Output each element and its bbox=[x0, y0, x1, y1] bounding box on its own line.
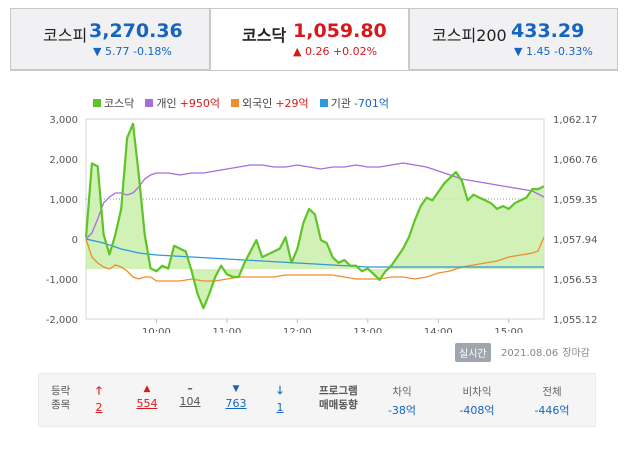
left-tick-label: 3,000 bbox=[49, 115, 78, 126]
index-tabs: 코스피 3,270.36 ▼ 5.77 -0.18% 코스닥 1,059.80 … bbox=[10, 8, 618, 71]
breadth-limit-down-value: 1 bbox=[276, 401, 284, 414]
program-arbitrage-label: 차익 bbox=[392, 386, 412, 398]
tab-kospi-change: ▼ 5.77 -0.18% bbox=[93, 45, 172, 58]
program-label-bottom: 매매동향 bbox=[319, 399, 358, 411]
timestamp: 2021.08.06 장마감 bbox=[501, 344, 590, 359]
down-triangle-icon: ▼ bbox=[232, 384, 240, 394]
up-triangle-icon: ▲ bbox=[143, 384, 151, 394]
tab-kospi-name: 코스피 bbox=[43, 26, 88, 45]
down-triangle-icon: ▼ bbox=[514, 45, 523, 58]
right-tick-label: 1,059.35 bbox=[553, 195, 598, 206]
tab-kosdaq[interactable]: 코스닥 1,059.80 ▲ 0.26 +0.02% bbox=[210, 8, 409, 70]
program-arbitrage: 차익 -38억 bbox=[382, 384, 422, 418]
tab-kospi-value: 3,270.36 bbox=[89, 20, 183, 42]
legend-foreign-value: +29억 bbox=[275, 97, 309, 110]
chart-legend: 코스닥 개인 +950억 외국인 +29억 기관 -701억 bbox=[93, 95, 389, 111]
legend-institution-label: 기관 bbox=[330, 97, 351, 110]
legend-individual-value: +950억 bbox=[179, 97, 220, 110]
breadth-up[interactable]: ▲ 554 bbox=[132, 382, 162, 410]
flat-icon: – bbox=[187, 382, 193, 395]
limit-down-icon: 🡓 bbox=[277, 384, 283, 397]
tab-kospi[interactable]: 코스피 3,270.36 ▼ 5.77 -0.18% bbox=[10, 8, 210, 70]
breadth-down-value: 763 bbox=[225, 397, 247, 410]
right-tick-label: 1,062.17 bbox=[553, 115, 598, 126]
left-tick-label: 1,000 bbox=[49, 195, 78, 206]
legend-foreign-label: 외국인 bbox=[241, 97, 273, 110]
breadth-limit-up-value: 2 bbox=[95, 401, 103, 414]
breadth-limit-down[interactable]: 🡓 1 bbox=[268, 382, 292, 414]
left-tick-label: 2,000 bbox=[49, 155, 78, 166]
down-triangle-icon: ▼ bbox=[93, 45, 102, 58]
legend-institution-value: -701억 bbox=[353, 97, 390, 110]
tab-kospi200[interactable]: 코스피200 433.29 ▼ 1.45 -0.33% bbox=[409, 8, 618, 70]
breadth-label: 등락 종목 bbox=[51, 384, 70, 412]
program-arbitrage-value: -38억 bbox=[387, 404, 417, 417]
breadth-label-bottom: 종목 bbox=[51, 399, 71, 411]
timestamp-status: 장마감 bbox=[562, 348, 590, 359]
individual-line bbox=[85, 162, 545, 240]
breadth-down[interactable]: ▼ 763 bbox=[221, 382, 251, 410]
tab-kosdaq-value: 1,059.80 bbox=[293, 20, 387, 42]
legend-individual-swatch bbox=[145, 99, 154, 107]
tab-kosdaq-change-value: 0.26 bbox=[304, 45, 330, 58]
right-tick-label: 1,057.94 bbox=[553, 235, 598, 246]
left-tick-label: -1,000 bbox=[46, 275, 78, 286]
foreign-line bbox=[85, 236, 545, 282]
up-triangle-icon: ▲ bbox=[293, 45, 302, 58]
tab-kospi-change-value: 5.77 bbox=[104, 45, 130, 58]
legend-index[interactable]: 코스닥 bbox=[93, 95, 134, 111]
breadth-flat[interactable]: – 104 bbox=[175, 382, 205, 408]
program-nonarbitrage-label: 비차익 bbox=[462, 386, 492, 398]
x-tick-label: 10:00 bbox=[142, 327, 171, 333]
legend-index-label: 코스닥 bbox=[104, 97, 135, 110]
x-tick-label: 15:00 bbox=[494, 327, 523, 333]
tab-kospi200-change-pct: -0.33% bbox=[553, 45, 593, 58]
tab-kospi200-value: 433.29 bbox=[511, 20, 585, 42]
breadth-up-value: 554 bbox=[136, 397, 158, 410]
x-tick-label: 11:00 bbox=[213, 327, 242, 333]
program-total: 전체 -446억 bbox=[527, 384, 577, 418]
legend-individual[interactable]: 개인 +950억 bbox=[145, 95, 220, 111]
legend-foreign-swatch bbox=[230, 99, 239, 107]
x-tick-label: 13:00 bbox=[353, 327, 382, 333]
program-nonarbitrage-value: -408억 bbox=[459, 404, 495, 417]
limit-up-icon: 🡑 bbox=[96, 384, 102, 397]
index-line bbox=[84, 122, 545, 310]
program-nonarbitrage: 비차익 -408억 bbox=[452, 384, 502, 418]
tab-kospi-change-pct: -0.18% bbox=[132, 45, 172, 58]
left-tick-label: 0 bbox=[72, 235, 78, 246]
x-tick-label: 12:00 bbox=[283, 327, 312, 333]
program-label: 프로그램 매매동향 bbox=[319, 384, 358, 412]
legend-institution-swatch bbox=[319, 99, 328, 107]
market-breadth-panel: 등락 종목 🡑 2 ▲ 554 – 104 ▼ 763 🡓 1 프로그램 매매동… bbox=[38, 373, 596, 427]
legend-foreign[interactable]: 외국인 +29억 bbox=[230, 95, 309, 111]
program-total-value: -446억 bbox=[534, 404, 570, 417]
breadth-limit-up[interactable]: 🡑 2 bbox=[87, 382, 111, 414]
right-tick-label: 1,055.12 bbox=[553, 315, 598, 326]
program-total-label: 전체 bbox=[542, 386, 562, 398]
tab-kosdaq-change: ▲ 0.26 +0.02% bbox=[293, 45, 377, 58]
timestamp-date: 2021.08.06 bbox=[501, 348, 559, 359]
breadth-flat-value: 104 bbox=[179, 395, 201, 408]
legend-institution[interactable]: 기관 -701억 bbox=[319, 95, 390, 111]
program-label-top: 프로그램 bbox=[319, 385, 358, 397]
institution-line bbox=[85, 238, 544, 268]
tab-kospi200-change-value: 1.45 bbox=[525, 45, 551, 58]
tab-kospi200-name: 코스피200 bbox=[432, 26, 507, 45]
tab-kosdaq-name: 코스닥 bbox=[242, 26, 287, 45]
left-tick-label: -2,000 bbox=[46, 315, 78, 326]
right-tick-label: 1,056.53 bbox=[553, 275, 598, 286]
tab-kosdaq-change-pct: +0.02% bbox=[332, 45, 378, 58]
breadth-label-top: 등락 bbox=[51, 385, 71, 397]
legend-individual-label: 개인 bbox=[156, 97, 177, 110]
tab-kospi200-change: ▼ 1.45 -0.33% bbox=[514, 45, 593, 58]
right-tick-label: 1,060.76 bbox=[553, 155, 598, 166]
intraday-chart: 3,000 2,000 1,000 0 -1,000 -2,000 1,062.17 1,06… bbox=[46, 115, 598, 333]
legend-index-swatch bbox=[93, 99, 101, 107]
realtime-badge[interactable]: 실시간 bbox=[455, 343, 491, 362]
x-tick-label: 14:00 bbox=[424, 327, 453, 333]
